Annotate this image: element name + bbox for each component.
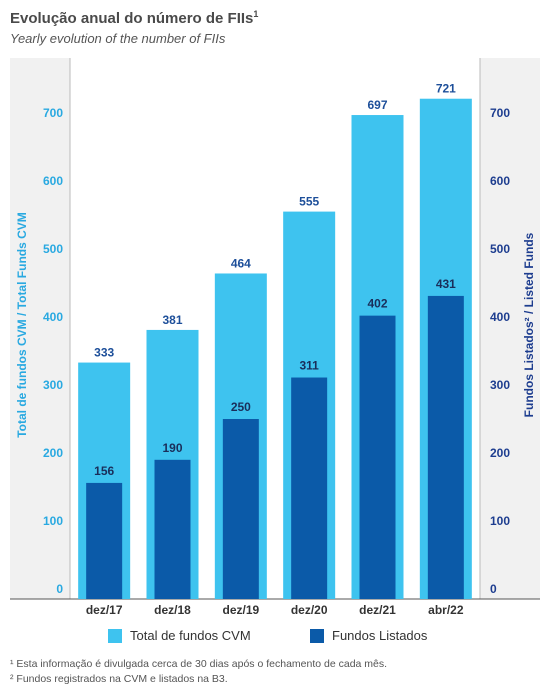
x-tick-label: dez/17	[86, 603, 123, 617]
y-right-axis-title: Fundos Listados² / Listed Funds	[522, 232, 536, 417]
legend-label-total: Total de fundos CVM	[130, 628, 251, 643]
legend-item-listed: Fundos Listados	[310, 628, 427, 643]
legend-label-listed: Fundos Listados	[332, 628, 428, 643]
y-left-tick-label: 300	[43, 378, 63, 392]
bar-listed-dez-19	[222, 419, 259, 599]
data-label-total: 381	[162, 313, 182, 327]
data-label-listed: 250	[231, 400, 251, 414]
data-label-listed: 311	[299, 359, 319, 373]
y-left-tick-label: 500	[43, 242, 63, 256]
y-left-tick-label: 100	[43, 514, 63, 528]
data-label-total: 555	[299, 195, 319, 209]
chart-title: Evolução anual do número de FIIs1	[10, 9, 259, 27]
y-left-tick-label: 600	[43, 174, 63, 188]
x-tick-label: dez/19	[222, 603, 259, 617]
data-label-total: 464	[231, 256, 251, 270]
y-right-tick-label: 300	[490, 378, 510, 392]
data-label-listed: 402	[367, 297, 387, 311]
x-tick-label: dez/21	[359, 603, 396, 617]
x-tick-label: dez/20	[291, 603, 328, 617]
data-label-total: 721	[436, 82, 456, 96]
bar-listed-dez-17	[86, 482, 123, 599]
data-label-total: 697	[367, 98, 387, 112]
footnote-2: ² Fundos registrados na CVM e listados n…	[10, 673, 228, 685]
x-tick-label: abr/22	[428, 603, 464, 617]
y-left-tick-label: 0	[56, 582, 63, 596]
y-left-tick-label: 200	[43, 446, 63, 460]
left-axis-panel	[10, 58, 70, 599]
y-left-axis-title: Total de fundos CVM / Total Funds CVM	[15, 212, 29, 438]
bar-listed-dez-18	[154, 459, 191, 599]
data-label-total: 333	[94, 346, 114, 360]
data-label-listed: 431	[436, 277, 456, 291]
y-right-tick-label: 200	[490, 446, 510, 460]
bar-listed-dez-21	[359, 315, 396, 599]
legend-swatch-total	[108, 628, 122, 643]
y-left-tick-label: 400	[43, 310, 63, 324]
bar-listed-abr-22	[427, 295, 464, 599]
bar-listed-dez-20	[291, 377, 328, 599]
y-right-tick-label: 0	[490, 582, 497, 596]
y-right-tick-label: 600	[490, 174, 510, 188]
legend-swatch-listed	[310, 628, 324, 643]
y-right-tick-label: 500	[490, 242, 510, 256]
y-right-tick-label: 700	[490, 106, 510, 120]
data-label-listed: 190	[162, 441, 182, 455]
chart-subtitle: Yearly evolution of the number of FIIs	[10, 31, 226, 46]
data-label-listed: 156	[94, 464, 114, 478]
y-right-tick-label: 400	[490, 310, 510, 324]
legend-item-total: Total de fundos CVM	[108, 628, 251, 643]
footnote-1: ¹ Esta informação é divulgada cerca de 3…	[10, 658, 388, 670]
right-axis-panel	[480, 58, 540, 599]
y-right-tick-label: 100	[490, 514, 510, 528]
y-left-tick-label: 700	[43, 106, 63, 120]
x-tick-label: dez/18	[154, 603, 191, 617]
